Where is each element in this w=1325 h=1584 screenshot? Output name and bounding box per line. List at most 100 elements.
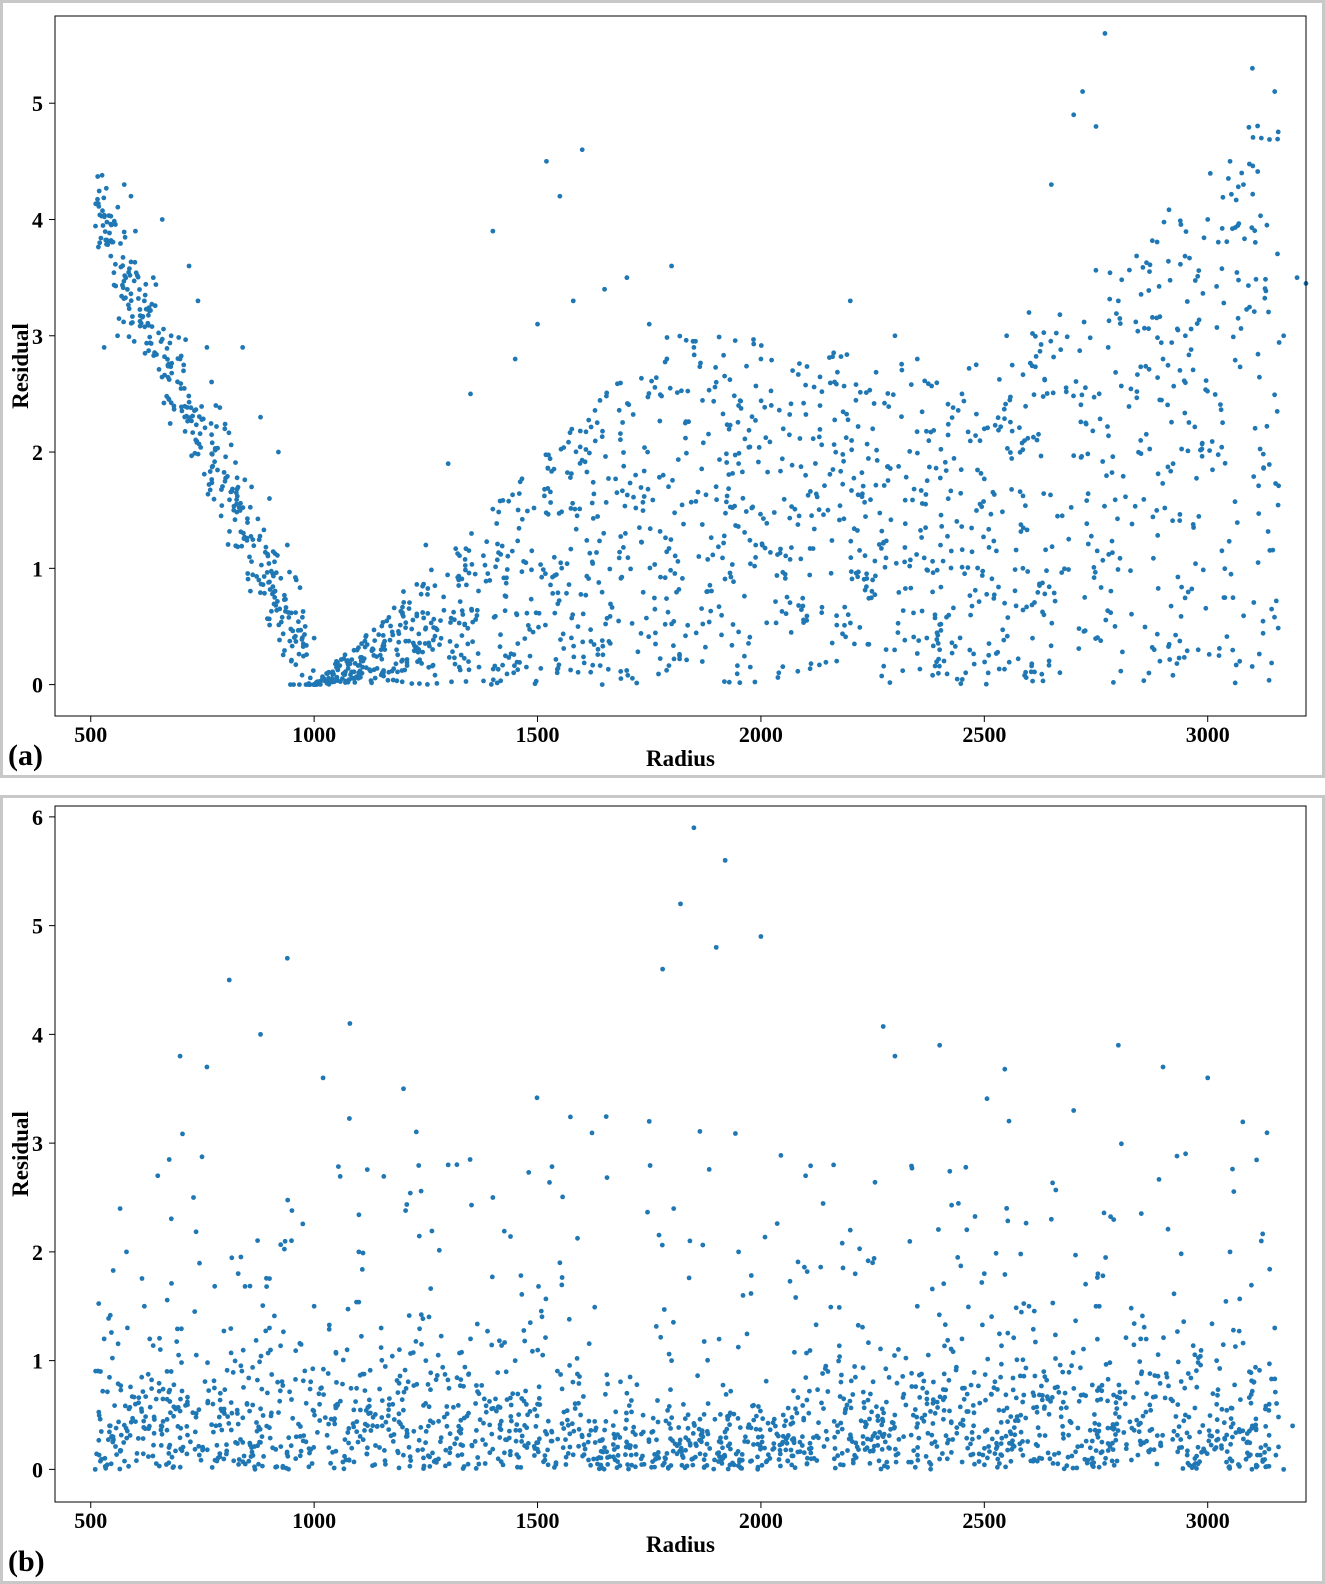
scatter-point (441, 594, 446, 600)
scatter-point (232, 517, 238, 523)
scatter-point (1012, 1418, 1018, 1424)
scatter-point (720, 411, 726, 417)
y-tick-label: 2 (32, 440, 43, 465)
scatter-point (402, 667, 408, 673)
scatter-point (1037, 348, 1043, 354)
scatter-point (1210, 467, 1215, 473)
scatter-point (460, 1466, 466, 1471)
scatter-point (429, 1228, 435, 1234)
x-tick-label: 500 (74, 1508, 107, 1533)
scatter-point (1065, 1454, 1071, 1460)
scatter-point (372, 638, 378, 643)
y-tick-label: 2 (32, 1240, 43, 1265)
scatter-point (941, 658, 947, 664)
scatter-point (113, 1425, 119, 1431)
scatter-point (976, 1434, 982, 1440)
scatter-point (193, 437, 199, 443)
scatter-point (318, 682, 323, 687)
scatter-point (912, 1464, 918, 1470)
scatter-point (624, 492, 630, 498)
scatter-point (831, 1162, 836, 1168)
data-point (512, 356, 518, 362)
scatter-point (532, 1407, 538, 1412)
scatter-point (1187, 1434, 1192, 1440)
scatter-point (565, 470, 570, 475)
scatter-point (517, 1428, 523, 1433)
scatter-point (1135, 372, 1140, 377)
scatter-point (465, 625, 471, 631)
scatter-point (917, 666, 923, 672)
scatter-point (255, 1238, 260, 1243)
scatter-point (910, 1412, 916, 1418)
scatter-point (429, 567, 434, 573)
scatter-point (235, 1411, 240, 1416)
scatter-point (604, 615, 610, 621)
scatter-point (1266, 309, 1271, 315)
scatter-point (1002, 1272, 1008, 1277)
scatter-point (977, 501, 983, 507)
scatter-point (1056, 1450, 1062, 1456)
scatter-point (516, 525, 522, 531)
scatter-point (998, 1374, 1003, 1380)
scatter-point (250, 1402, 256, 1408)
scatter-point (184, 1451, 190, 1457)
scatter-point (1098, 1450, 1104, 1456)
scatter-point (425, 611, 431, 616)
scatter-point (986, 545, 992, 550)
scatter-point (720, 1382, 726, 1388)
scatter-point (1132, 503, 1138, 509)
scatter-point (331, 679, 337, 685)
data-point (1281, 333, 1287, 339)
data-point (1115, 1042, 1121, 1048)
scatter-point (1257, 446, 1263, 452)
scatter-point (626, 1443, 632, 1448)
scatter-point (233, 543, 239, 549)
scatter-point (903, 1355, 909, 1361)
scatter-point (241, 536, 247, 541)
scatter-point (1146, 1449, 1152, 1455)
scatter-point (177, 1464, 183, 1470)
scatter-point (459, 576, 465, 582)
scatter-point (1266, 462, 1272, 467)
scatter-point (658, 574, 663, 580)
scatter-point (240, 1415, 246, 1421)
scatter-point (523, 560, 529, 566)
scatter-point (868, 1391, 873, 1397)
scatter-point (615, 1432, 620, 1437)
scatter-point (134, 1458, 139, 1464)
scatter-point (98, 1429, 104, 1434)
scatter-point (1013, 547, 1019, 553)
scatter-point (603, 621, 608, 627)
scatter-point (325, 1371, 331, 1376)
scatter-point (1232, 499, 1238, 505)
scatter-point (722, 1429, 728, 1435)
scatter-point (926, 438, 932, 444)
x-tick-label: 1500 (516, 722, 560, 747)
scatter-point (230, 1370, 236, 1375)
data-point (320, 1075, 326, 1081)
scatter-point (553, 1462, 559, 1467)
scatter-point (388, 1433, 394, 1439)
y-tick-label: 1 (32, 556, 43, 581)
scatter-point (706, 431, 711, 437)
scatter-point (800, 595, 806, 601)
scatter-point (542, 493, 547, 499)
scatter-point (720, 1445, 725, 1451)
scatter-point (977, 1400, 983, 1406)
scatter-point (776, 670, 782, 676)
scatter-point (872, 558, 878, 564)
scatter-point (757, 1427, 763, 1432)
scatter-point (1040, 580, 1045, 586)
scatter-point (633, 1464, 638, 1470)
scatter-point (613, 476, 618, 482)
scatter-point (986, 641, 992, 646)
scatter-point (931, 1379, 936, 1385)
scatter-point (303, 682, 309, 687)
scatter-point (569, 635, 574, 641)
scatter-point (390, 677, 396, 683)
scatter-point (833, 449, 839, 455)
scatter-point (525, 1441, 531, 1446)
scatter-point (979, 1280, 985, 1285)
scatter-point (153, 1396, 159, 1402)
scatter-point (1083, 1438, 1089, 1444)
